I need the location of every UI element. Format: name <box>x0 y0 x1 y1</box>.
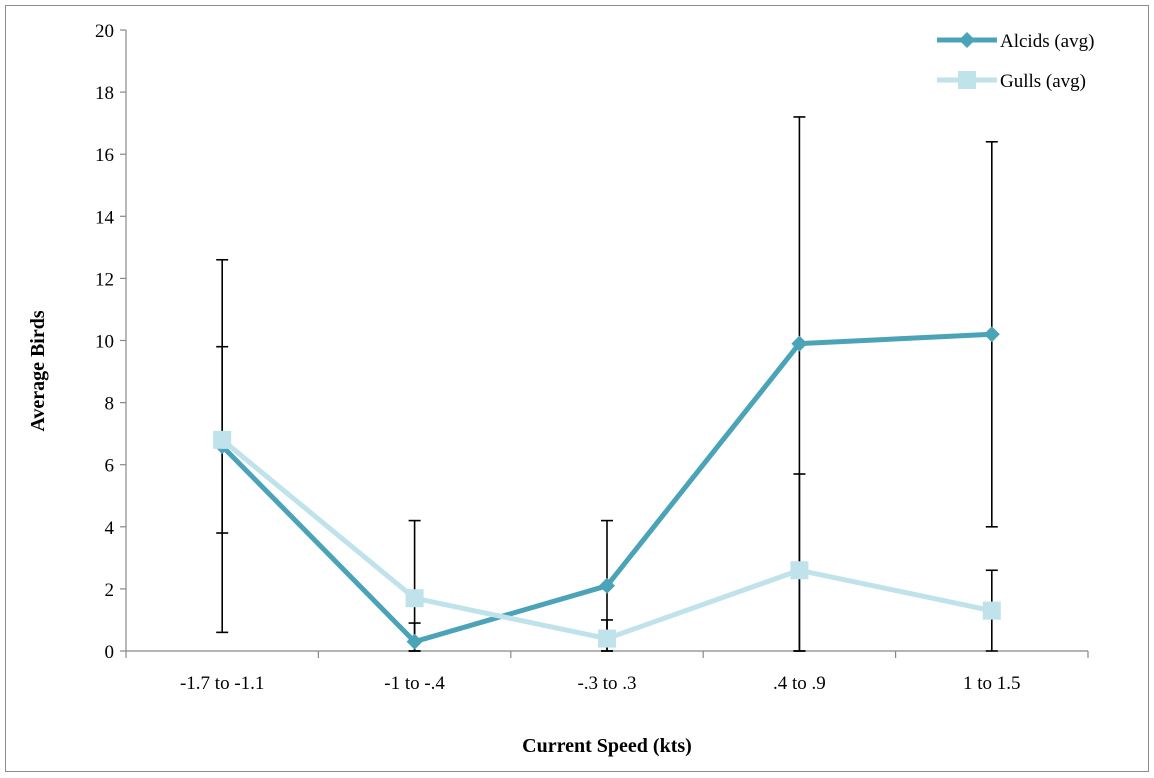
y-tick-label: 10 <box>95 332 114 353</box>
alcids-point <box>983 326 1000 343</box>
y-tick-label: 14 <box>95 207 115 228</box>
legend: Alcids (avg) Gulls (avg) <box>937 31 1094 92</box>
legend-label: Alcids (avg) <box>1000 31 1094 52</box>
legend-label: Gulls (avg) <box>1000 71 1086 92</box>
y-tick-labels: 0 2 4 6 8 10 12 14 16 18 20 <box>95 21 115 663</box>
gulls-point <box>405 589 424 608</box>
error-bars <box>216 116 998 652</box>
y-tick-label: 12 <box>95 269 114 290</box>
x-tick-label: -1.7 to -1.1 <box>180 673 264 694</box>
axes <box>120 29 1089 658</box>
y-tick-label: 18 <box>95 83 114 104</box>
x-tick-labels: -1.7 to -1.1 -1 to -.4 -.3 to .3 .4 to .9 1 … <box>180 673 1021 694</box>
y-tick-label: 0 <box>105 642 115 663</box>
alcids-point <box>599 577 615 594</box>
gulls-point <box>790 561 809 580</box>
legend-marker <box>959 32 975 48</box>
x-tick-label: 1 to 1.5 <box>963 673 1021 694</box>
y-tick-label: 6 <box>105 456 115 477</box>
x-tick-label: -1 to -.4 <box>384 673 445 694</box>
chart-frame <box>5 5 1149 772</box>
legend-marker <box>958 71 976 89</box>
y-axis-title: Average Birds <box>27 310 49 431</box>
x-tick-label: -.3 to .3 <box>577 673 636 694</box>
x-tick-label: .4 to .9 <box>773 673 826 694</box>
gulls-point <box>982 601 1001 620</box>
y-tick-label: 2 <box>105 580 115 601</box>
y-tick-label: 4 <box>105 518 115 539</box>
y-tick-label: 20 <box>95 21 114 42</box>
y-tick-label: 8 <box>105 394 115 415</box>
gulls-point <box>213 430 232 449</box>
y-tick-label: 16 <box>95 145 114 166</box>
gulls-point <box>598 629 616 648</box>
alcids-point <box>791 335 808 352</box>
series-layer <box>213 326 1001 650</box>
x-axis-title: Current Speed (kts) <box>522 735 692 757</box>
alcids-point <box>406 633 423 650</box>
